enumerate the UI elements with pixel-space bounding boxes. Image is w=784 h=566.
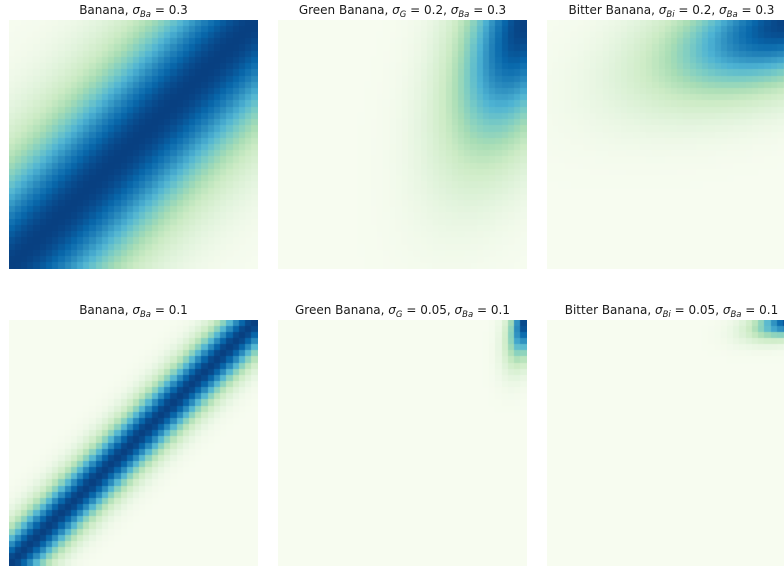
- sigma-symbol: σ: [132, 3, 140, 17]
- title-prefix: Banana,: [79, 3, 133, 17]
- sigma-subscript: Ba: [139, 310, 151, 320]
- panel-banana-wide: Banana, σBa = 0.3: [9, 0, 258, 270]
- panel-banana-narrow: Banana, σBa = 0.1: [9, 300, 258, 566]
- sigma-value: 0.1: [490, 303, 510, 317]
- sigma-symbol: σ: [722, 303, 731, 317]
- sigma-subscript: Ba: [139, 10, 151, 20]
- title-prefix: Bitter Banana,: [568, 3, 659, 17]
- heatmap-banana-wide: [9, 20, 258, 269]
- title-prefix: Green Banana,: [295, 303, 389, 317]
- sigma-value: 0.05: [688, 303, 716, 317]
- panel-green-banana-wide: Green Banana, σG = 0.2, σBa = 0.3: [278, 0, 527, 270]
- sigma-value: 0.05: [420, 303, 447, 317]
- sigma-value: 0.1: [168, 303, 188, 317]
- title-prefix: Green Banana,: [298, 3, 393, 17]
- panel-green-banana-narrow: Green Banana, σG = 0.05, σBa = 0.1: [278, 300, 527, 566]
- sigma-symbol: σ: [132, 303, 140, 317]
- sigma-value: 0.3: [755, 3, 775, 17]
- sigma-subscript: Bi: [666, 10, 675, 20]
- sigma-subscript: Ba: [458, 10, 470, 20]
- sigma-value: 0.3: [487, 3, 507, 17]
- sigma-subscript: Ba: [726, 10, 738, 20]
- sigma-subscript: Ba: [730, 310, 742, 320]
- panel-title: Bitter Banana, σBi = 0.2, σBa = 0.3: [568, 3, 775, 20]
- panel-bitter-banana-wide: Bitter Banana, σBi = 0.2, σBa = 0.3: [547, 0, 784, 270]
- panel-bitter-banana-narrow: Bitter Banana, σBi = 0.05, σBa = 0.1: [547, 300, 784, 566]
- heatmap-bitter-banana-narrow: [547, 320, 784, 566]
- panel-title: Green Banana, σG = 0.2, σBa = 0.3: [298, 3, 507, 20]
- sigma-subscript: Ba: [462, 310, 474, 320]
- sigma-symbol: σ: [654, 303, 663, 317]
- sigma-symbol: σ: [454, 303, 463, 317]
- panel-title: Banana, σBa = 0.3: [79, 3, 188, 20]
- sigma-symbol: σ: [450, 3, 459, 17]
- panel-title: Banana, σBa = 0.1: [79, 303, 188, 320]
- panel-title: Green Banana, σG = 0.05, σBa = 0.1: [295, 303, 510, 320]
- heatmap-green-banana-narrow: [278, 320, 527, 566]
- title-prefix: Bitter Banana,: [564, 303, 655, 317]
- heatmap-banana-narrow: [9, 320, 258, 566]
- sigma-subscript: G: [395, 310, 403, 320]
- sigma-symbol: σ: [392, 3, 400, 17]
- sigma-value: 0.2: [692, 3, 712, 17]
- sigma-symbol: σ: [658, 3, 667, 17]
- sigma-value: 0.1: [759, 303, 779, 317]
- sigma-subscript: Bi: [662, 310, 671, 320]
- panel-title: Bitter Banana, σBi = 0.05, σBa = 0.1: [564, 303, 779, 320]
- heatmap-bitter-banana-wide: [547, 20, 784, 269]
- sigma-value: 0.2: [424, 3, 444, 17]
- title-prefix: Banana,: [79, 303, 133, 317]
- heatmap-green-banana-wide: [278, 20, 527, 269]
- sigma-symbol: σ: [719, 3, 727, 17]
- sigma-value: 0.3: [168, 3, 188, 17]
- sigma-symbol: σ: [388, 303, 396, 317]
- sigma-subscript: G: [399, 10, 407, 20]
